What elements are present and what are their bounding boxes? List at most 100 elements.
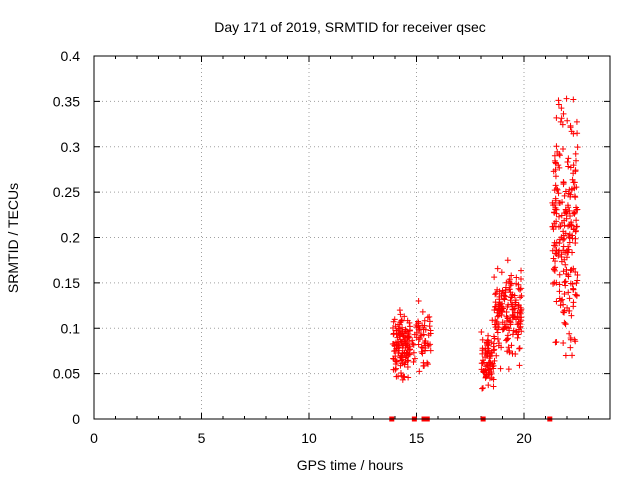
data-point bbox=[553, 114, 560, 121]
data-point bbox=[549, 199, 556, 206]
data-point bbox=[514, 334, 521, 341]
data-point bbox=[557, 236, 564, 243]
data-point bbox=[552, 160, 559, 167]
data-point bbox=[551, 220, 558, 227]
data-point bbox=[390, 330, 397, 337]
data-point bbox=[558, 212, 565, 219]
data-point bbox=[552, 258, 559, 265]
data-point bbox=[550, 265, 557, 272]
data-point bbox=[399, 376, 406, 383]
data-point bbox=[571, 210, 578, 217]
data-point bbox=[574, 223, 581, 230]
data-point bbox=[562, 320, 569, 327]
data-point bbox=[494, 265, 501, 272]
data-point bbox=[572, 239, 579, 246]
data-point bbox=[550, 280, 557, 287]
data-point bbox=[398, 330, 405, 337]
data-point bbox=[480, 368, 487, 375]
data-point bbox=[553, 338, 560, 345]
data-point bbox=[567, 193, 574, 200]
data-point bbox=[507, 282, 514, 289]
data-point bbox=[570, 265, 577, 272]
data-point bbox=[507, 289, 514, 296]
data-point bbox=[398, 317, 405, 324]
data-point bbox=[562, 352, 569, 359]
data-point bbox=[552, 173, 559, 180]
data-point bbox=[409, 337, 416, 344]
data-point bbox=[550, 168, 557, 175]
data-point bbox=[398, 340, 405, 347]
data-point bbox=[501, 325, 508, 332]
data-point bbox=[416, 368, 423, 375]
data-point bbox=[571, 193, 578, 200]
y-tick-label: 0 bbox=[72, 411, 80, 427]
data-point bbox=[556, 164, 563, 171]
data-point bbox=[393, 345, 400, 352]
data-point bbox=[563, 209, 570, 215]
data-point bbox=[565, 190, 572, 197]
data-point bbox=[411, 331, 418, 338]
data-point bbox=[572, 150, 579, 157]
y-tick-label: 0.2 bbox=[61, 230, 81, 246]
data-point bbox=[503, 279, 510, 286]
data-point bbox=[404, 328, 411, 335]
data-point bbox=[479, 336, 486, 343]
data-point bbox=[574, 144, 581, 151]
data-point bbox=[552, 182, 559, 189]
data-point bbox=[398, 372, 405, 379]
y-tick-label: 0.35 bbox=[53, 93, 80, 109]
data-point bbox=[422, 338, 429, 345]
data-point bbox=[390, 366, 397, 373]
data-point bbox=[558, 115, 565, 122]
data-point bbox=[485, 382, 492, 389]
data-point bbox=[567, 213, 574, 220]
data-point bbox=[399, 360, 406, 367]
data-point bbox=[426, 313, 433, 320]
data-point bbox=[560, 339, 567, 346]
data-point bbox=[553, 143, 560, 150]
y-tick-label: 0.3 bbox=[61, 139, 81, 155]
data-point bbox=[554, 186, 561, 193]
data-point bbox=[397, 311, 404, 318]
data-point bbox=[560, 301, 567, 308]
data-point bbox=[407, 346, 414, 353]
data-point bbox=[568, 312, 575, 319]
data-point bbox=[570, 96, 577, 103]
data-point bbox=[517, 286, 524, 293]
data-point bbox=[567, 164, 574, 171]
data-point bbox=[517, 304, 524, 311]
data-point bbox=[506, 276, 513, 283]
x-tick-label: 5 bbox=[198, 430, 206, 446]
data-point bbox=[512, 297, 519, 304]
data-point bbox=[484, 348, 491, 355]
data-point bbox=[552, 197, 559, 204]
data-point bbox=[500, 295, 507, 302]
data-point bbox=[391, 348, 398, 355]
data-point bbox=[402, 340, 409, 347]
data-point bbox=[515, 281, 522, 288]
data-point bbox=[572, 268, 579, 275]
data-point bbox=[556, 213, 563, 220]
data-point bbox=[498, 344, 505, 351]
data-point bbox=[561, 319, 568, 326]
data-point bbox=[507, 318, 514, 325]
data-point bbox=[509, 350, 516, 357]
y-tick-label: 0.1 bbox=[61, 320, 81, 336]
data-point bbox=[552, 242, 559, 249]
data-point bbox=[415, 336, 422, 343]
data-point bbox=[564, 202, 571, 209]
data-point bbox=[565, 289, 572, 296]
data-point bbox=[493, 352, 500, 359]
data-point bbox=[561, 222, 568, 229]
data-point bbox=[561, 192, 568, 199]
data-point bbox=[561, 256, 568, 263]
data-point bbox=[499, 304, 506, 311]
x-axis-label: GPS time / hours bbox=[297, 457, 404, 473]
x-tick-label: 15 bbox=[409, 430, 425, 446]
data-point bbox=[561, 279, 568, 286]
data-point bbox=[570, 226, 577, 233]
data-point bbox=[517, 294, 524, 301]
data-point bbox=[551, 152, 558, 159]
data-point bbox=[550, 255, 557, 262]
chart-title: Day 171 of 2019, SRMTID for receiver qse… bbox=[214, 19, 486, 35]
